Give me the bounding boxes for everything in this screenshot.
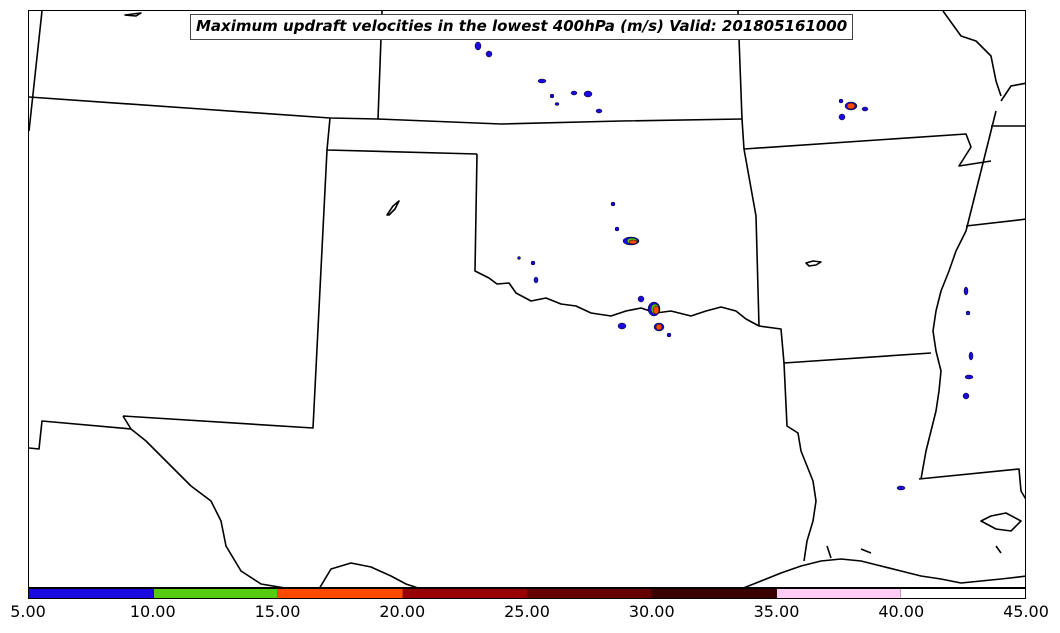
updraft-cell: [595, 108, 603, 114]
colorbar: [28, 588, 1026, 599]
colorbar-tick-label: 15.00: [254, 602, 301, 621]
colorbar-tick-label: 10.00: [129, 602, 176, 621]
border-ok-ks: [474, 153, 760, 327]
updraft-cell: [549, 93, 555, 99]
updraft-cell: [537, 78, 547, 84]
border-co-nm: [326, 117, 478, 155]
updraft-cell: [666, 332, 672, 338]
updraft-cell: [628, 239, 638, 245]
updraft-cell: [963, 286, 969, 296]
texas-coast: [122, 415, 284, 587]
colorbar-segment: [527, 589, 653, 598]
updraft-cell: [838, 113, 846, 121]
updraft-cell: [637, 295, 645, 303]
map-panel: [28, 10, 1026, 588]
updraft-cell: [533, 276, 539, 284]
updraft-cell: [485, 50, 493, 58]
colorbar-segment: [402, 589, 528, 598]
border-ks-mo: [741, 118, 760, 327]
colorbar-segment: [278, 589, 403, 598]
border-ne-ks: [377, 118, 743, 125]
updraft-cell: [655, 323, 663, 331]
updraft-cell: [896, 485, 906, 491]
border-mo-ar: [743, 133, 992, 167]
updraft-cell: [968, 351, 974, 361]
updraft-cell: [964, 374, 974, 380]
updraft-cell: [617, 322, 627, 330]
colorbar-segment: [776, 589, 902, 598]
updraft-cell: [846, 102, 856, 110]
texas-coast-b: [319, 562, 418, 587]
updraft-cell: [614, 226, 620, 232]
colorbar-tick-label: 5.00: [10, 602, 46, 621]
updraft-cell: [965, 310, 971, 316]
colorbar-segment: [901, 589, 1025, 598]
updraft-cell: [652, 305, 660, 315]
border-co-wy: [29, 96, 379, 120]
louisiana-coast: [743, 558, 1025, 587]
border-ms-al: [965, 218, 1025, 227]
reservoir-ar: [805, 260, 822, 267]
colorbar-tick-label: 30.00: [628, 602, 675, 621]
colorbar-segment: [652, 589, 777, 598]
colorbar-segment: [153, 589, 279, 598]
updraft-cell: [517, 256, 521, 260]
updraft-cell: [530, 260, 536, 266]
colorbar-segment: [29, 589, 154, 598]
reservoir-nm: [386, 200, 400, 216]
gulf-islands: [826, 512, 1022, 559]
updraft-cell: [861, 106, 869, 112]
colorbar-tick-label: 25.00: [504, 602, 550, 621]
updraft-cell: [838, 98, 844, 104]
colorbar-tick-label: 35.00: [753, 602, 800, 621]
mississippi-river: [920, 82, 1025, 480]
updraft-contours: [474, 41, 974, 491]
updraft-cell: [610, 201, 616, 207]
colorbar-tick-label: 45.00: [1003, 602, 1049, 621]
border-ar-la: [783, 362, 817, 562]
border-ut-co: [29, 11, 43, 132]
updraft-cell: [962, 392, 970, 400]
state-borders: [29, 11, 1025, 587]
updraft-cell: [474, 41, 482, 51]
colorbar-tick-label: 20.00: [379, 602, 426, 621]
border-nm-az: [29, 420, 132, 450]
map-title: Maximum updraft velocities in the lowest…: [190, 14, 854, 40]
border-ia-wi: [942, 11, 1002, 97]
updraft-cell: [583, 90, 593, 98]
updraft-cell: [554, 102, 560, 106]
small-lake: [124, 12, 142, 17]
map-canvas: [29, 11, 1025, 587]
updraft-cell: [570, 90, 578, 96]
border-la-ms: [918, 468, 1025, 500]
border-nm-tx: [122, 149, 328, 429]
colorbar-tick-label: 40.00: [878, 602, 925, 621]
border-ar-tx: [758, 325, 932, 364]
